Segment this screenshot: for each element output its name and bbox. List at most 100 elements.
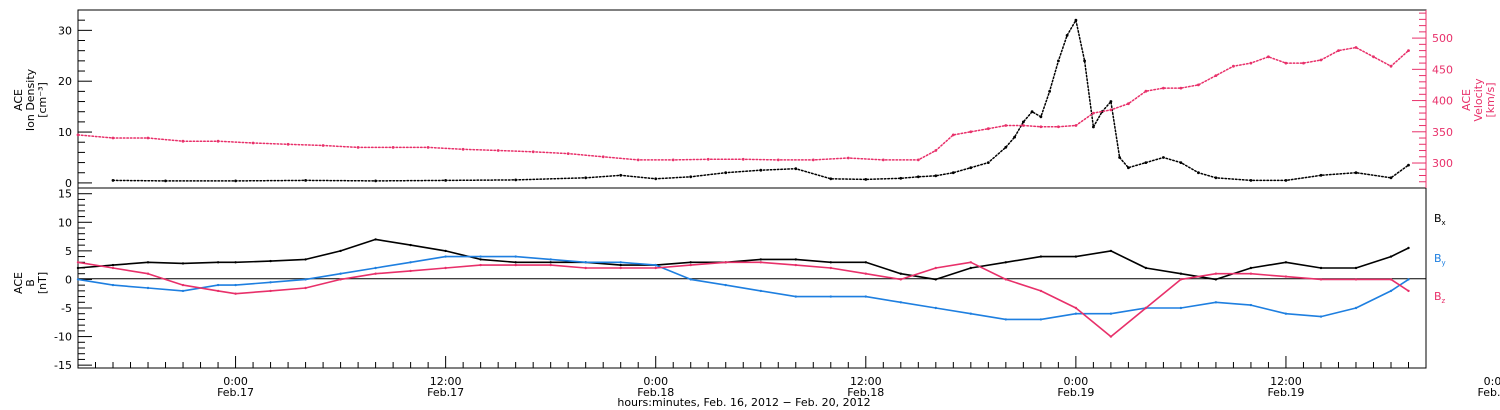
- data-point-by: [1354, 306, 1358, 310]
- data-point-bz: [794, 263, 797, 267]
- data-point-by: [216, 283, 220, 287]
- time-tick-label: 12:00: [430, 375, 462, 388]
- bfield-label-line3: [nT]: [36, 272, 49, 294]
- bfield-tick-label: -10: [54, 331, 72, 344]
- data-point-bz: [1179, 278, 1183, 281]
- data-point-bx: [479, 258, 482, 261]
- data-point-ion-density: [759, 168, 763, 172]
- data-point-bz: [146, 272, 150, 275]
- data-point-by: [1389, 289, 1393, 293]
- data-point-bz: [759, 261, 762, 264]
- data-point-by: [1074, 312, 1078, 315]
- legend-bz: Bz: [1434, 290, 1446, 305]
- data-point-bx: [1319, 266, 1323, 270]
- series-line-bz: [77, 261, 1409, 338]
- data-point-by: [409, 261, 412, 264]
- data-point-by: [584, 261, 587, 264]
- data-point-by: [479, 255, 482, 258]
- data-point-by: [619, 261, 622, 264]
- data-point-ion-density: [164, 179, 167, 183]
- data-point-ion-density: [899, 176, 903, 180]
- data-point-ion-density: [689, 175, 693, 179]
- date-tick-label: Feb.19: [1057, 386, 1094, 399]
- bfield-label-line2: B: [24, 279, 37, 287]
- time-tick-label: 12:00: [1270, 375, 1302, 388]
- data-marks: [76, 18, 1410, 338]
- time-tick-label: 12:00: [850, 375, 882, 388]
- data-point-ion-density: [1389, 176, 1393, 180]
- data-point-bx: [269, 259, 272, 263]
- velocity-label-line2: Velocity: [1472, 78, 1485, 122]
- velocity-label-line3: [km/s]: [1484, 82, 1497, 117]
- date-tick-label: Feb.20: [1478, 386, 1500, 399]
- legend-bx: Bx: [1434, 212, 1446, 227]
- density-label-line2: Ion Density: [24, 68, 37, 131]
- data-point-bx: [374, 238, 377, 241]
- data-point-velocity: [951, 133, 955, 137]
- bottom-panel-frame: [77, 187, 1427, 369]
- time-axis-ticks: 0:00Feb.1712:00Feb.170:00Feb.1812:00Feb.…: [77, 356, 1500, 399]
- data-point-by: [1039, 318, 1043, 321]
- data-point-bz: [1109, 335, 1113, 338]
- data-point-ion-density: [1162, 156, 1165, 159]
- data-point-velocity: [916, 158, 920, 162]
- data-point-velocity: [286, 142, 290, 146]
- bfield-tick-label: 15: [58, 188, 72, 201]
- data-point-velocity: [1389, 64, 1393, 68]
- data-point-by: [181, 289, 185, 293]
- data-point-ion-density: [654, 177, 658, 181]
- data-point-ion-density: [916, 175, 920, 179]
- time-tick-label: 0:00: [223, 375, 248, 388]
- data-point-bx: [1284, 261, 1288, 264]
- data-point-by: [759, 289, 762, 293]
- data-point-bz: [76, 261, 80, 264]
- data-point-bx: [689, 261, 692, 264]
- data-point-velocity: [1039, 125, 1043, 129]
- data-point-velocity: [1232, 64, 1235, 68]
- data-point-by: [1004, 318, 1007, 321]
- data-point-by: [1179, 306, 1183, 310]
- data-point-bx: [514, 261, 517, 264]
- data-point-bz: [689, 263, 692, 267]
- velocity-tick-label: 400: [1432, 95, 1453, 108]
- data-point-bz: [409, 269, 412, 273]
- bfield-tick-label: 0: [65, 273, 72, 286]
- data-point-bx: [216, 261, 220, 264]
- density-axis-ticks: 0 10 20 30: [58, 19, 92, 190]
- density-tick-label: 10: [58, 126, 72, 139]
- data-point-ion-density: [619, 173, 623, 177]
- data-point-by: [514, 255, 517, 258]
- data-point-velocity: [496, 149, 500, 152]
- legend: Bx By Bz: [1434, 212, 1446, 305]
- data-point-bz: [234, 292, 237, 295]
- data-point-by: [689, 278, 692, 281]
- data-point-by: [146, 286, 150, 290]
- data-point-by: [1319, 315, 1323, 318]
- data-point-bx: [829, 261, 832, 264]
- data-point-velocity: [531, 150, 535, 154]
- data-point-bx: [1144, 266, 1148, 270]
- data-point-velocity: [1249, 61, 1253, 65]
- data-point-ion-density: [1057, 59, 1060, 63]
- data-point-bx: [1109, 249, 1113, 253]
- data-point-ion-density: [1013, 135, 1016, 139]
- data-point-ion-density: [234, 179, 238, 183]
- data-point-velocity: [216, 139, 220, 143]
- data-point-velocity: [969, 130, 973, 134]
- density-tick-label: 0: [65, 177, 72, 190]
- data-point-velocity: [1074, 124, 1078, 127]
- data-point-bx: [619, 263, 622, 267]
- date-tick-label: Feb.19: [1267, 386, 1304, 399]
- data-point-velocity: [1319, 58, 1323, 62]
- data-point-ion-density: [934, 174, 938, 178]
- data-point-bz: [549, 263, 552, 267]
- data-point-ion-density: [1030, 110, 1034, 114]
- data-point-ion-density: [1118, 156, 1121, 159]
- data-point-ion-density: [111, 179, 115, 182]
- date-tick-label: Feb.17: [427, 386, 464, 399]
- data-point-bz: [1284, 275, 1288, 278]
- density-tick-label: 20: [58, 75, 72, 88]
- data-point-bz: [1319, 278, 1323, 281]
- series-line-by: [77, 255, 1409, 321]
